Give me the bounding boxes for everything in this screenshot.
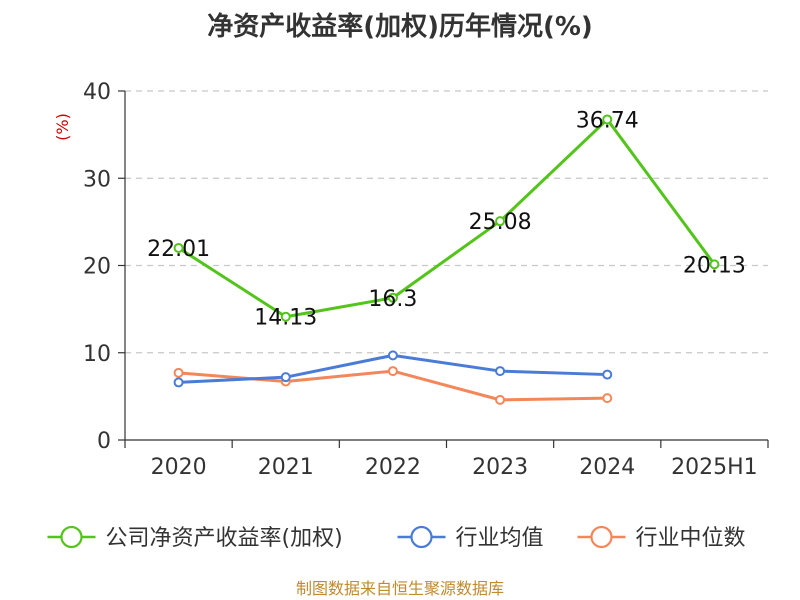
- data-point: [387, 292, 398, 303]
- source-note: 制图数据来自恒生聚源数据库: [296, 579, 504, 598]
- x-tick-label: 2024: [579, 455, 635, 480]
- y-axis-label: (%): [53, 113, 72, 141]
- data-point: [495, 216, 506, 227]
- data-point: [387, 350, 398, 361]
- data-point: [709, 259, 720, 270]
- legend-marker: [410, 525, 433, 549]
- data-label: 16.3: [368, 287, 417, 312]
- legend-marker: [60, 525, 83, 549]
- y-tick-label: 40: [83, 80, 111, 105]
- chart-title: 净资产收益率(加权)历年情况(%): [207, 11, 593, 42]
- data-point: [173, 242, 184, 253]
- axis-layer: 0 10 20 30 40 2020 2021 2022 2023 2024 2025H1: [83, 80, 769, 480]
- data-label: 14.13: [254, 306, 317, 331]
- data-point: [602, 393, 613, 404]
- x-tick-label: 2025H1: [671, 455, 758, 480]
- data-point: [280, 372, 291, 383]
- data-label: 22.01: [147, 237, 210, 262]
- grid-layer: [125, 90, 768, 354]
- data-point: [602, 369, 613, 380]
- data-point: [173, 367, 184, 378]
- legend-label: 行业中位数: [636, 526, 746, 551]
- y-tick-label: 10: [83, 342, 111, 367]
- x-tick-label: 2022: [365, 455, 421, 480]
- legend-label: 公司净资产收益率(加权): [106, 526, 343, 551]
- data-point: [602, 114, 613, 125]
- data-point: [495, 394, 506, 405]
- legend: 公司净资产收益率(加权) 行业均值 行业中位数: [47, 525, 746, 551]
- data-point: [173, 377, 184, 388]
- data-point: [387, 366, 398, 377]
- data-label: 25.08: [469, 210, 532, 235]
- legend-item: 公司净资产收益率(加权): [47, 525, 343, 551]
- x-tick-label: 2023: [472, 455, 528, 480]
- series-layer: [173, 114, 720, 405]
- y-tick-label: 30: [83, 167, 111, 192]
- data-point: [495, 366, 506, 377]
- x-tick-label: 2020: [151, 455, 207, 480]
- legend-marker: [590, 525, 613, 549]
- series-line: [177, 117, 716, 319]
- data-point: [280, 311, 291, 322]
- data-label: 20.13: [683, 253, 746, 278]
- y-tick-label: 0: [97, 429, 111, 454]
- legend-item: 行业均值: [397, 525, 544, 551]
- legend-item: 行业中位数: [577, 525, 746, 551]
- data-label: 36.74: [576, 108, 639, 133]
- y-tick-label: 20: [83, 255, 111, 280]
- x-tick-label: 2021: [258, 455, 314, 480]
- data-label-layer: 22.01 14.13 16.3 25.08 36.74 20.13: [147, 108, 746, 330]
- legend-label: 行业均值: [456, 526, 544, 551]
